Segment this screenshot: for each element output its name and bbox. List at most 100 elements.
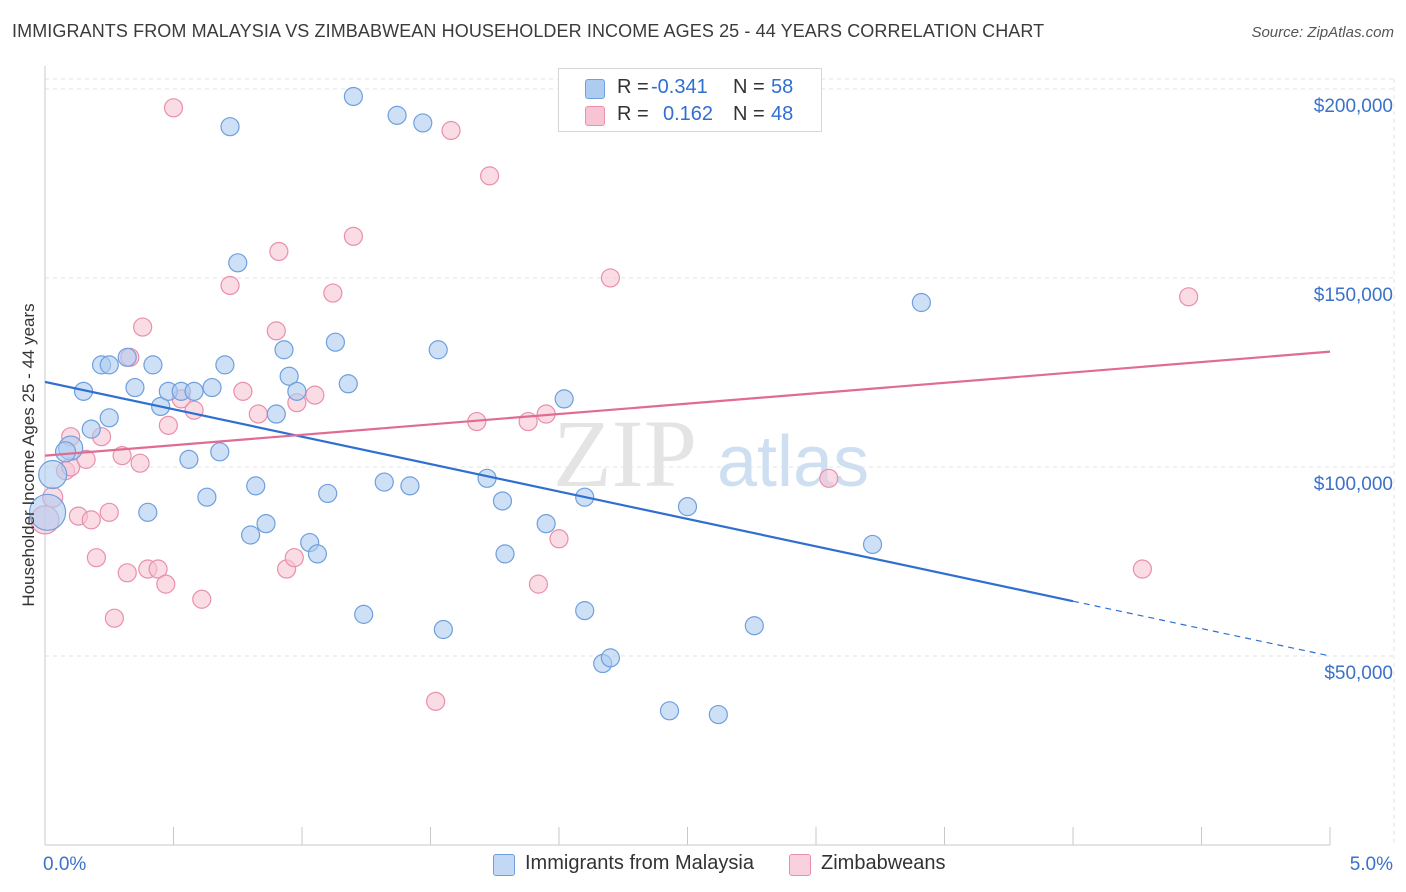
zimbabweans-point — [81, 510, 101, 530]
malaysia-point — [138, 502, 158, 522]
malaysia-point — [179, 449, 199, 469]
trend-lines — [44, 350, 1331, 657]
malaysia-point — [125, 377, 145, 398]
malaysia-point — [54, 441, 77, 463]
malaysia-point — [374, 472, 394, 492]
y-tick-label: $50,000 — [1324, 663, 1393, 684]
y-tick-label: $200,000 — [1314, 96, 1393, 117]
malaysia-point — [307, 544, 328, 564]
malaysia-point — [575, 601, 595, 621]
malaysia-point — [744, 616, 764, 636]
n-label: N = — [733, 76, 765, 98]
series-legend: Immigrants from Malaysia Zimbabweans — [0, 852, 1406, 878]
malaysia-point — [318, 483, 338, 504]
malaysia-point — [228, 253, 248, 273]
malaysia-point — [117, 347, 137, 367]
source-credit: Source: ZipAtlas.com — [1251, 24, 1394, 41]
zimbabweans-point — [426, 691, 446, 711]
malaysia-point — [266, 404, 286, 424]
zimbabweans-point — [117, 563, 137, 583]
malaysia-point — [354, 604, 374, 624]
x-tick-label-max: 5.0% — [1350, 854, 1393, 875]
malaysia-point — [99, 355, 119, 375]
malaysia-point — [246, 476, 266, 496]
r-label: R = — [617, 103, 649, 125]
x-tick-labels: 0.0% 5.0% — [43, 854, 1393, 875]
zimbabweans-point — [156, 574, 176, 594]
zimbabweans-point — [163, 98, 184, 118]
malaysia-point — [287, 381, 307, 401]
malaysia-point — [911, 292, 931, 313]
malaysia-point — [343, 86, 363, 107]
watermark-zip: ZIP — [553, 400, 697, 507]
n-label: N = — [733, 103, 765, 125]
malaysia-point — [81, 419, 101, 439]
malaysia-points — [28, 86, 931, 725]
zimbabweans-point — [343, 226, 363, 246]
zimbabweans-point — [112, 446, 132, 466]
malaysia-point — [28, 493, 67, 531]
y-tick-labels: $50,000 $100,000 $150,000 $200,000 — [1314, 96, 1393, 684]
zimbabweans-swatch — [585, 106, 605, 126]
stats-legend: R = -0.341 N = 58 R = 0.162 N = 48 — [558, 68, 822, 132]
malaysia-point — [220, 117, 240, 137]
zimbabweans-point — [148, 559, 168, 579]
y-tick-label: $150,000 — [1314, 285, 1393, 306]
chart-title: IMMIGRANTS FROM MALAYSIA VS ZIMBABWEAN H… — [12, 21, 1045, 41]
x-tick-label-min: 0.0% — [43, 854, 86, 875]
r-label: R = — [617, 76, 649, 98]
watermark: ZIP atlas — [553, 400, 869, 507]
zimbabweans-point — [1179, 287, 1199, 307]
malaysia-point — [492, 491, 513, 511]
malaysia-point — [202, 377, 222, 398]
malaysia-point — [215, 355, 235, 375]
malaysia-trend-line — [44, 380, 1074, 603]
malaysia-point — [184, 381, 204, 401]
malaysia-point — [274, 340, 294, 360]
malaysia-point — [413, 113, 433, 133]
zimbabweans-point — [819, 468, 839, 488]
malaysia-point — [536, 514, 556, 534]
malaysia-point — [210, 442, 230, 462]
zimbabweans-point — [130, 453, 150, 473]
n-value: 58 — [771, 76, 794, 98]
malaysia-point — [256, 514, 276, 534]
malaysia-swatch — [585, 79, 605, 99]
malaysia-point — [387, 105, 407, 125]
zimbabweans-point — [99, 502, 119, 522]
zimbabweans-point — [133, 317, 153, 337]
malaysia-point — [400, 476, 420, 496]
n-value: 48 — [771, 103, 794, 125]
malaysia-point — [338, 374, 358, 394]
zimbabweans-legend-swatch — [789, 854, 811, 876]
malaysia-point — [99, 408, 119, 428]
zimbabweans-point — [323, 283, 343, 303]
malaysia-trend-line-extension — [1072, 600, 1331, 657]
malaysia-point — [428, 340, 448, 360]
zimbabweans-point — [86, 548, 107, 568]
zimbabweans-point — [184, 400, 204, 420]
malaysia-point — [677, 497, 698, 517]
axes — [44, 66, 1331, 846]
malaysia-point — [495, 544, 515, 564]
malaysia-legend-swatch — [493, 854, 515, 876]
legend-row-zimbabweans: R = 0.162 N = 48 — [559, 100, 821, 128]
legend-row-malaysia: R = -0.341 N = 58 — [559, 73, 821, 101]
zimbabweans-point — [192, 589, 212, 609]
y-axis-label: Householder Income Ages 25 - 44 years — [19, 303, 38, 606]
malaysia-point — [197, 487, 217, 507]
malaysia-point — [38, 459, 68, 490]
malaysia-point — [708, 704, 728, 725]
zimbabweans-point — [441, 120, 461, 141]
malaysia-point — [143, 355, 163, 375]
malaysia-point — [325, 332, 346, 352]
zimbabweans-point — [104, 608, 124, 628]
zimbabweans-point — [76, 449, 96, 469]
zimbabweans-point — [600, 268, 621, 288]
zimbabweans-point — [248, 404, 268, 424]
y-tick-label: $100,000 — [1314, 474, 1393, 495]
zimbabweans-point — [549, 529, 569, 549]
zimbabweans-point — [269, 241, 289, 262]
zimbabweans-trend-line — [44, 350, 1331, 457]
